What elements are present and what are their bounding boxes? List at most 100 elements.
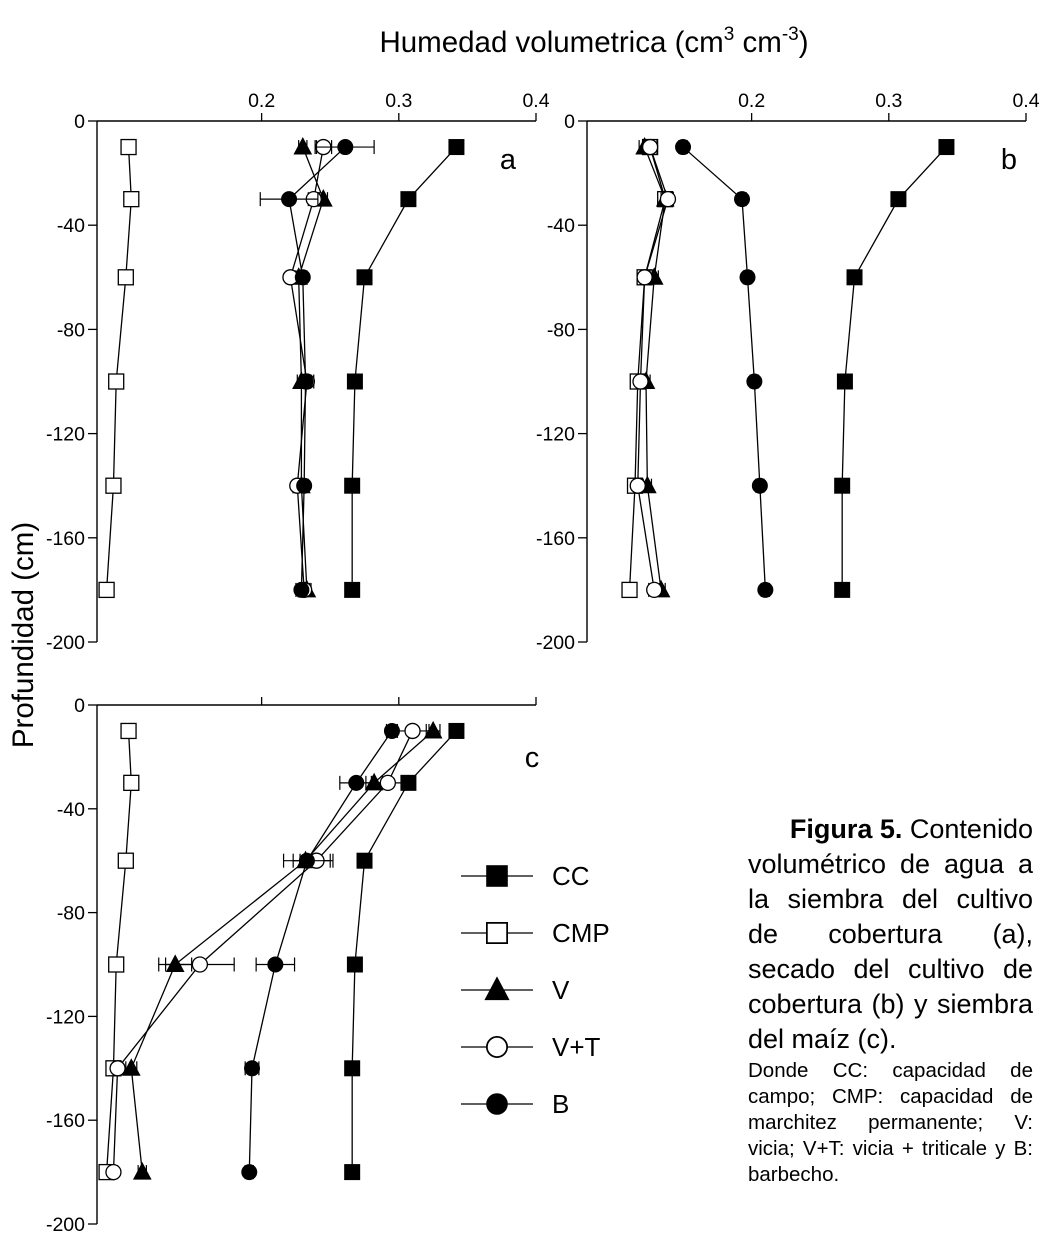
legend-item: V+T — [461, 1032, 601, 1062]
caption-abbreviations: Donde CC: capacidad de campo; CMP: capac… — [748, 1059, 1033, 1186]
series-line — [682, 146, 766, 590]
data-point — [846, 269, 863, 286]
legend-label: V — [552, 975, 570, 1005]
x-tick-label: 0.4 — [522, 90, 549, 112]
data-point — [646, 581, 663, 599]
data-point — [293, 581, 310, 598]
data-point — [297, 373, 314, 390]
series-B — [259, 139, 375, 598]
legend: CC CMP V V+T B — [461, 861, 610, 1119]
x-axis-title: Humedad volumetrica (cm3 cm-3) — [379, 24, 808, 59]
series-line — [644, 146, 666, 590]
data-point — [751, 477, 768, 494]
series-line — [288, 146, 346, 590]
data-point — [448, 139, 465, 156]
data-point — [636, 269, 653, 286]
legend-marker — [484, 976, 510, 1001]
data-point — [105, 477, 122, 494]
y-tick-label: -120 — [46, 1006, 85, 1028]
y-tick-label: -160 — [46, 528, 85, 550]
data-point — [132, 1162, 152, 1180]
panel-c: 0 -40 -80 -120 -160 -200 c — [46, 695, 539, 1236]
data-point — [105, 1163, 122, 1181]
y-tick-label: -160 — [46, 1110, 85, 1132]
data-point — [938, 139, 955, 156]
data-point — [629, 477, 646, 494]
data-point — [356, 269, 373, 286]
data-point — [120, 722, 137, 740]
series-line — [289, 146, 324, 590]
series-line — [298, 146, 325, 590]
x-tick-label: 0.3 — [875, 90, 902, 112]
x-tick-label: 0.3 — [385, 90, 412, 112]
series-V+T — [105, 722, 430, 1181]
y-tick-label: -120 — [46, 424, 85, 446]
legend-label: CC — [552, 861, 590, 891]
data-point — [834, 581, 851, 598]
data-point — [739, 269, 756, 286]
data-point — [344, 477, 361, 494]
data-point — [344, 1060, 361, 1077]
legend-item: CMP — [461, 918, 610, 948]
legend-label: B — [552, 1089, 569, 1119]
data-point — [746, 373, 763, 390]
data-point — [404, 722, 421, 740]
data-point — [834, 477, 851, 494]
data-point — [298, 852, 315, 869]
series-line — [105, 730, 132, 1173]
data-point — [379, 774, 396, 791]
data-point — [267, 956, 284, 973]
data-point — [621, 581, 638, 599]
series-V+T — [629, 138, 677, 599]
data-point — [281, 191, 298, 208]
data-point — [757, 581, 774, 598]
series-line — [112, 730, 414, 1173]
data-point — [423, 720, 443, 739]
data-point — [337, 139, 354, 156]
y-tick-label: -200 — [46, 1214, 85, 1236]
x-tick-label: 0.2 — [248, 90, 275, 112]
data-point — [165, 954, 185, 972]
data-point — [364, 772, 384, 791]
data-point — [346, 373, 363, 390]
data-point — [293, 136, 313, 155]
y-tick-label: -80 — [547, 319, 575, 341]
data-point — [346, 956, 363, 973]
series-line — [248, 730, 393, 1173]
y-tick-label: -200 — [536, 632, 575, 654]
panel-label: c — [525, 742, 540, 774]
legend-marker — [486, 1093, 508, 1115]
series-B — [675, 139, 774, 598]
data-point — [383, 722, 400, 739]
data-point — [675, 139, 692, 156]
series-CMP — [98, 722, 140, 1181]
data-point — [120, 138, 137, 156]
legend-marker — [486, 865, 508, 887]
data-point — [117, 852, 134, 869]
data-point — [98, 581, 115, 599]
panel-b: 0 -40 -80 -120 -160 -200 0.2 0.3 0.4 b — [536, 90, 1040, 654]
y-tick-label: 0 — [564, 111, 575, 133]
y-tick-label: -120 — [536, 424, 575, 446]
data-point — [344, 1164, 361, 1181]
y-tick-label: 0 — [74, 111, 85, 133]
series-line — [841, 146, 947, 590]
panel-a: 0 -40 -80 -120 -160 -200 0.2 0.3 0.4 a — [46, 90, 550, 654]
data-point — [109, 1060, 126, 1077]
series-CMP — [98, 138, 140, 599]
data-point — [244, 1060, 261, 1077]
data-point — [400, 191, 417, 208]
legend-marker — [485, 921, 509, 945]
series-line — [351, 146, 457, 590]
series-line — [628, 146, 666, 590]
legend-item: V — [461, 975, 570, 1005]
data-point — [356, 852, 373, 869]
y-tick-label: -200 — [46, 632, 85, 654]
data-point — [121, 1058, 141, 1076]
data-point — [448, 722, 465, 739]
series-CC — [344, 722, 465, 1181]
data-point — [641, 138, 659, 156]
x-tick-label: 0.2 — [738, 90, 765, 112]
legend-item: B — [461, 1089, 569, 1119]
